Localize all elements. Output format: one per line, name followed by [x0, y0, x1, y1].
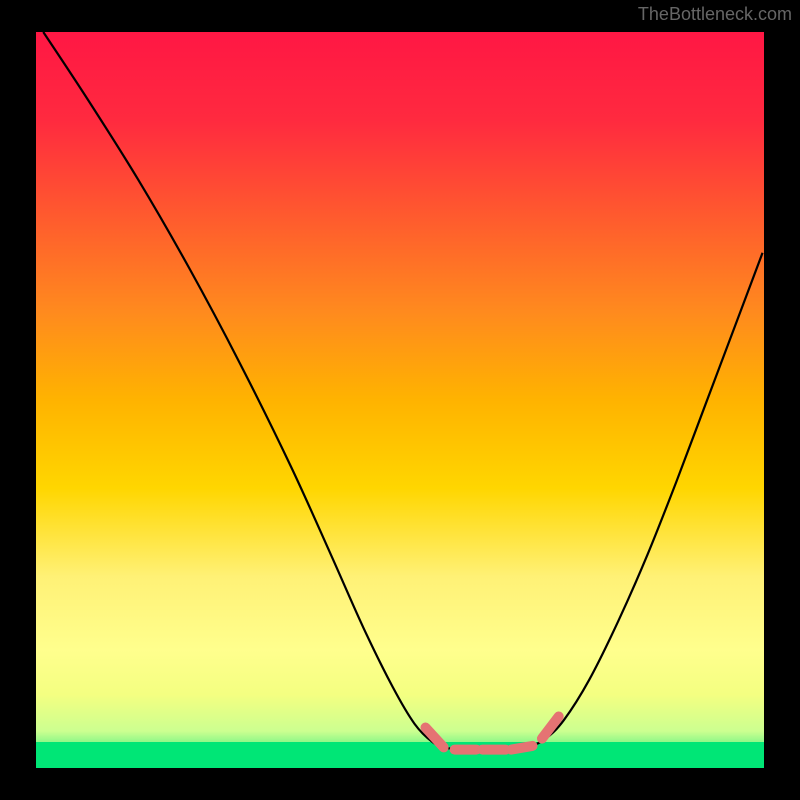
- valley-mark: [511, 746, 532, 750]
- curve-layer: [36, 32, 764, 768]
- valley-mark: [542, 716, 559, 738]
- chart-frame: TheBottleneck.com: [0, 0, 800, 800]
- valley-marks-group: [425, 716, 558, 749]
- plot-area: [36, 32, 764, 768]
- bottleneck-curve: [43, 32, 762, 750]
- watermark-text: TheBottleneck.com: [638, 4, 792, 25]
- valley-mark: [425, 728, 443, 748]
